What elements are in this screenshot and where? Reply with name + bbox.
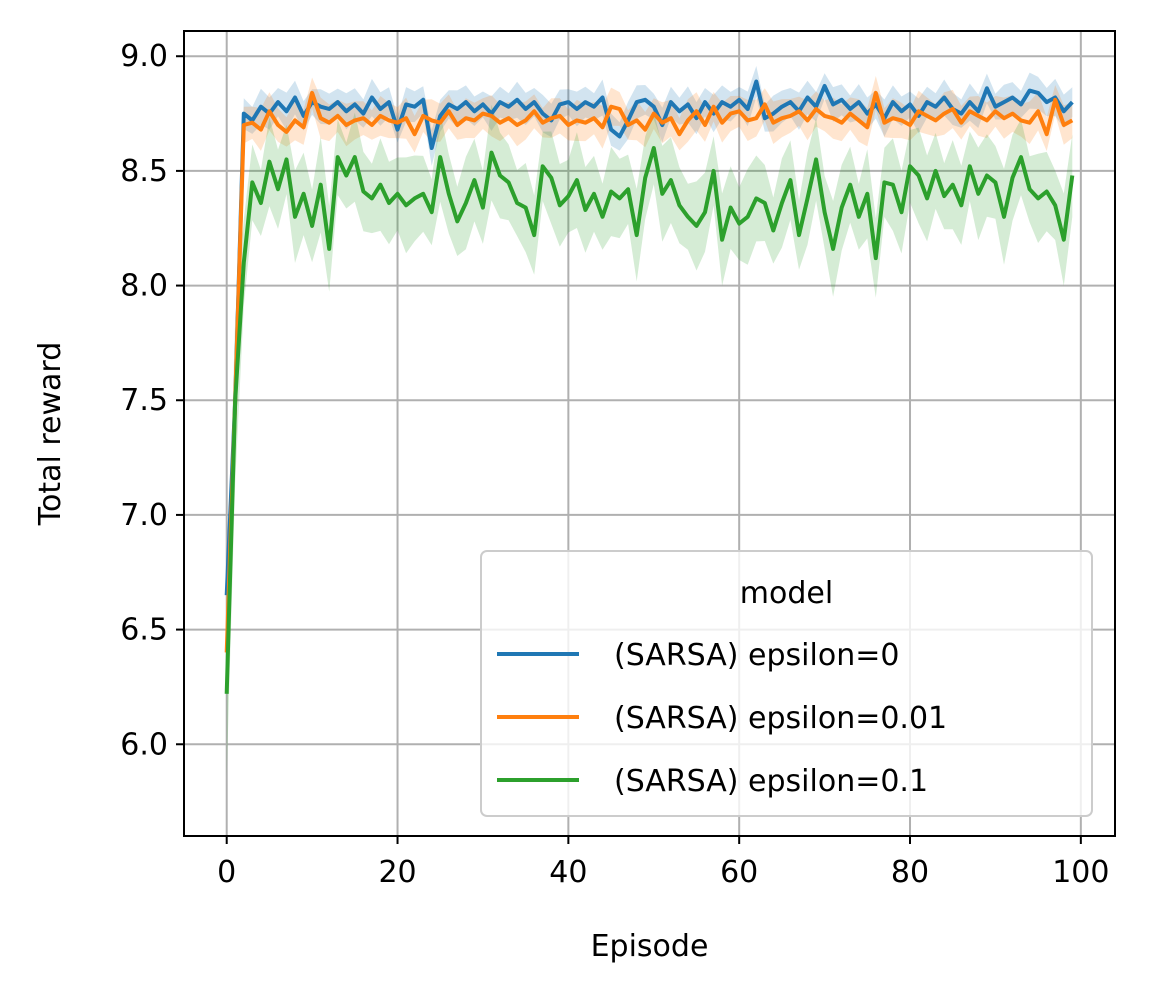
y-axis-ticks: 6.0 6.5 7.0 7.5 8.0 8.5 9.0: [120, 39, 184, 762]
y-tick-label: 7.5: [120, 383, 168, 418]
legend-title: model: [740, 576, 833, 611]
y-tick-label: 8.5: [120, 154, 168, 189]
x-axis-ticks: 0 20 40 60 80 100: [217, 836, 1109, 890]
x-tick-label: 60: [720, 855, 758, 890]
series-line: [224, 79, 1074, 596]
legend-items: (SARSA) epsilon=0 (SARSA) epsilon=0.01 (SA…: [497, 638, 947, 799]
y-tick-label: 9.0: [120, 39, 168, 74]
legend-label: (SARSA) epsilon=0.1: [614, 764, 928, 799]
confidence-band: [226, 104, 1073, 777]
x-tick-label: 100: [1052, 855, 1109, 890]
x-tick-label: 40: [549, 855, 587, 890]
series-lines: [224, 79, 1075, 694]
plot-frame: [183, 30, 1116, 837]
x-axis-label: Episode: [591, 929, 709, 964]
x-tick-label: 80: [891, 855, 929, 890]
y-tick-label: 7.0: [120, 498, 168, 533]
y-axis-label: Total reward: [33, 342, 68, 527]
confidence-bands: [226, 66, 1073, 777]
y-tick-label: 6.5: [120, 613, 168, 648]
legend-label: (SARSA) epsilon=0.01: [614, 701, 947, 736]
legend-label: (SARSA) epsilon=0: [614, 638, 899, 673]
series-line: [224, 146, 1075, 694]
y-tick-label: 6.0: [120, 727, 168, 762]
legend-box: [480, 550, 1093, 817]
x-tick-label: 20: [378, 855, 416, 890]
grid: [184, 31, 1115, 836]
legend: model (SARSA) epsilon=0(SARSA) epsilon=0…: [480, 550, 1093, 817]
y-tick-label: 8.0: [120, 269, 168, 304]
x-tick-label: 0: [217, 855, 236, 890]
series-line: [224, 90, 1074, 653]
